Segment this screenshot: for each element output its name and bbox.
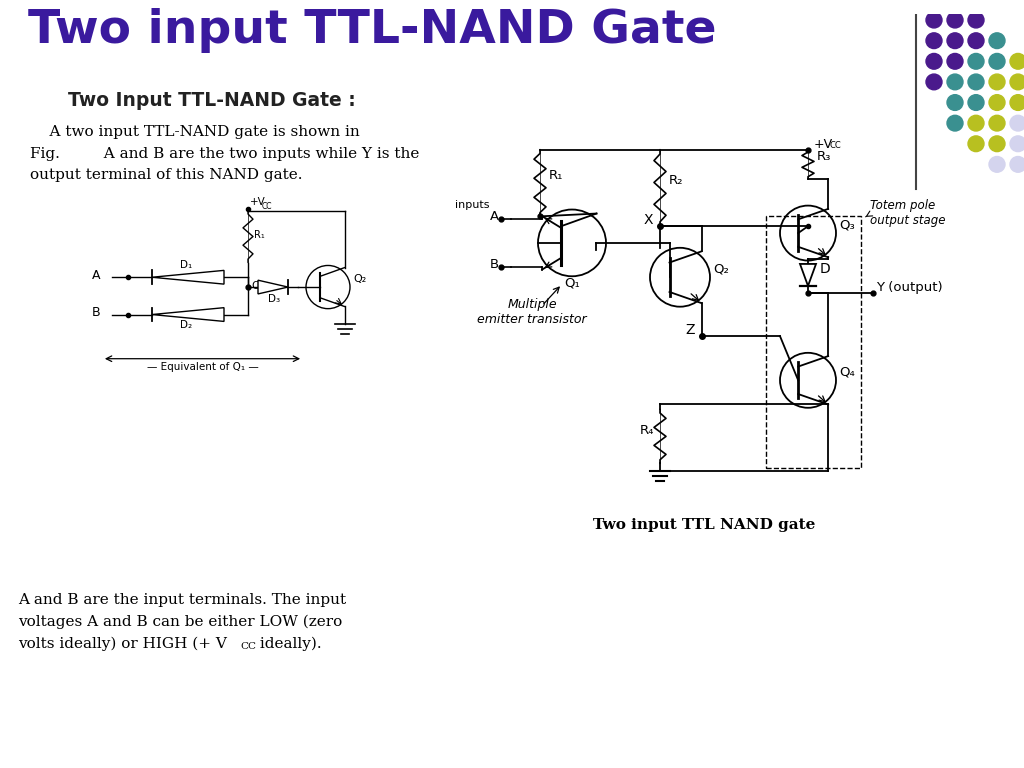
Text: D₃: D₃	[268, 294, 281, 304]
Text: CC: CC	[262, 201, 272, 210]
Polygon shape	[800, 264, 816, 286]
Text: +V: +V	[814, 137, 834, 151]
Text: A and B are the input terminals. The input: A and B are the input terminals. The inp…	[18, 594, 346, 607]
Text: Q₂: Q₂	[713, 263, 729, 276]
Polygon shape	[152, 308, 224, 322]
Circle shape	[1010, 115, 1024, 131]
Circle shape	[989, 157, 1005, 172]
Text: Two input TTL NAND gate: Two input TTL NAND gate	[593, 518, 815, 531]
Text: CC: CC	[830, 141, 842, 150]
Text: A: A	[91, 269, 100, 282]
Circle shape	[1010, 74, 1024, 90]
Text: volts ideally) or HIGH (+ V: volts ideally) or HIGH (+ V	[18, 637, 227, 650]
Circle shape	[947, 33, 963, 48]
Circle shape	[947, 54, 963, 69]
Text: Q₄: Q₄	[839, 366, 855, 379]
Text: D₁: D₁	[180, 260, 193, 270]
Circle shape	[926, 12, 942, 28]
Text: inputs: inputs	[455, 200, 489, 210]
Text: A two input TTL-NAND gate is shown in: A two input TTL-NAND gate is shown in	[30, 125, 359, 139]
Circle shape	[989, 54, 1005, 69]
Circle shape	[926, 74, 942, 90]
Circle shape	[968, 94, 984, 111]
Text: R₁: R₁	[549, 169, 563, 182]
Text: Fig.         A and B are the two inputs while Y is the: Fig. A and B are the two inputs while Y …	[30, 147, 420, 161]
Circle shape	[1010, 136, 1024, 151]
Circle shape	[989, 115, 1005, 131]
Circle shape	[1010, 94, 1024, 111]
Text: Q₁: Q₁	[564, 276, 580, 289]
Text: Q₂: Q₂	[353, 274, 367, 284]
Text: D₂: D₂	[180, 320, 193, 330]
Text: R₂: R₂	[669, 174, 683, 187]
Text: Z: Z	[686, 323, 695, 337]
Circle shape	[947, 115, 963, 131]
Polygon shape	[152, 270, 224, 284]
Circle shape	[989, 33, 1005, 48]
Circle shape	[926, 33, 942, 48]
Text: A: A	[489, 210, 499, 223]
Text: output terminal of this NAND gate.: output terminal of this NAND gate.	[30, 168, 302, 182]
Circle shape	[1010, 54, 1024, 69]
Text: Two Input TTL-NAND Gate :: Two Input TTL-NAND Gate :	[68, 91, 355, 110]
Circle shape	[1010, 157, 1024, 172]
Text: Q₃: Q₃	[839, 218, 855, 231]
Circle shape	[947, 12, 963, 28]
Circle shape	[947, 94, 963, 111]
Circle shape	[968, 136, 984, 151]
Text: Totem pole
output stage: Totem pole output stage	[870, 200, 945, 227]
Circle shape	[926, 54, 942, 69]
Text: +V: +V	[250, 197, 266, 207]
Text: CC: CC	[240, 642, 256, 651]
Text: voltages A and B can be either LOW (zero: voltages A and B can be either LOW (zero	[18, 615, 342, 629]
Circle shape	[968, 33, 984, 48]
Text: — Equivalent of Q₁ —: — Equivalent of Q₁ —	[146, 362, 258, 372]
Circle shape	[968, 115, 984, 131]
Text: R₁: R₁	[254, 230, 265, 240]
Text: R₃: R₃	[817, 151, 831, 164]
Circle shape	[989, 74, 1005, 90]
Text: R₄: R₄	[640, 425, 654, 438]
Text: Y (output): Y (output)	[876, 280, 943, 293]
Text: D: D	[820, 262, 830, 276]
Polygon shape	[258, 280, 288, 294]
Circle shape	[968, 54, 984, 69]
Text: ideally).: ideally).	[255, 637, 322, 650]
Circle shape	[989, 136, 1005, 151]
Text: C: C	[251, 281, 258, 291]
Text: X: X	[644, 214, 653, 227]
Text: B: B	[91, 306, 100, 319]
Circle shape	[947, 74, 963, 90]
Circle shape	[989, 94, 1005, 111]
Text: Multiple
emitter transistor: Multiple emitter transistor	[477, 298, 587, 326]
Circle shape	[968, 74, 984, 90]
Circle shape	[968, 12, 984, 28]
Text: Two input TTL-NAND Gate: Two input TTL-NAND Gate	[28, 8, 717, 54]
Text: B: B	[489, 259, 499, 271]
